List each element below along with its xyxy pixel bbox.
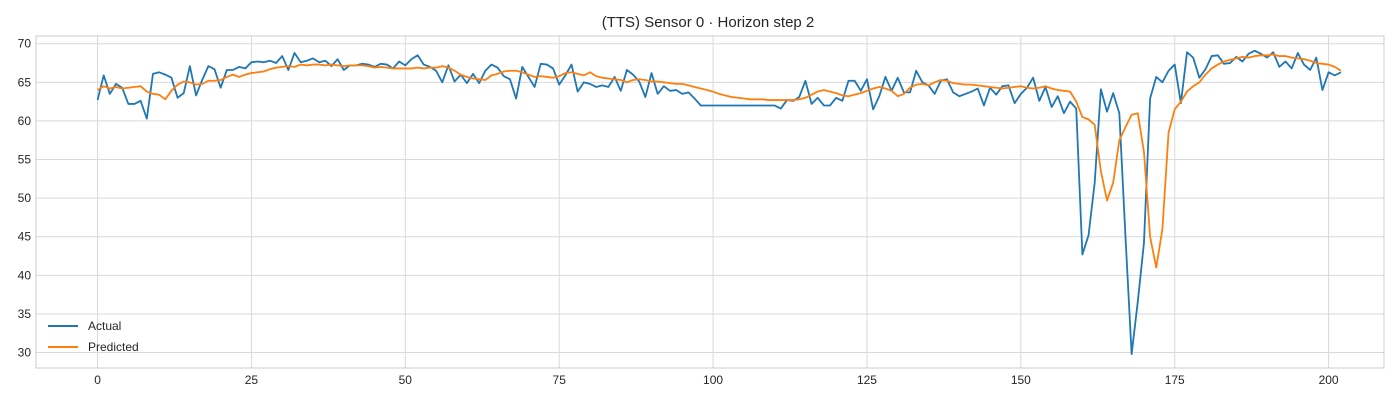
y-tick-label: 65 [18, 75, 32, 89]
y-tick-label: 35 [18, 307, 32, 321]
y-tick-label: 40 [18, 268, 32, 282]
y-tick-label: 30 [18, 346, 32, 360]
axis-ticks: 0 25 50 75 100 125 150 175 200 30 35 40 45 50 55 60 65 70 [18, 37, 1339, 387]
y-tick-label: 70 [18, 37, 32, 51]
y-tick-label: 60 [18, 114, 32, 128]
x-tick-label: 0 [94, 373, 101, 387]
y-tick-label: 45 [18, 230, 32, 244]
x-tick-label: 75 [553, 373, 567, 387]
legend-label-actual: Actual [88, 319, 121, 333]
legend: Actual Predicted [48, 319, 139, 354]
y-tick-label: 50 [18, 191, 32, 205]
series-line-actual [96, 49, 1342, 356]
x-tick-label: 50 [399, 373, 413, 387]
x-tick-label: 150 [1011, 373, 1031, 387]
y-tick-label: 55 [18, 153, 32, 167]
x-tick-label: 125 [857, 373, 877, 387]
series-lines [96, 49, 1342, 356]
plot-frame [35, 35, 1385, 369]
chart-title: (TTS) Sensor 0 · Horizon step 2 [602, 14, 815, 31]
grid-lines [36, 36, 1384, 368]
x-tick-label: 100 [703, 373, 723, 387]
x-tick-label: 25 [245, 373, 259, 387]
legend-label-predicted: Predicted [88, 340, 139, 354]
x-tick-label: 200 [1319, 373, 1339, 387]
series-line-predicted [97, 53, 1342, 269]
x-tick-label: 175 [1165, 373, 1185, 387]
